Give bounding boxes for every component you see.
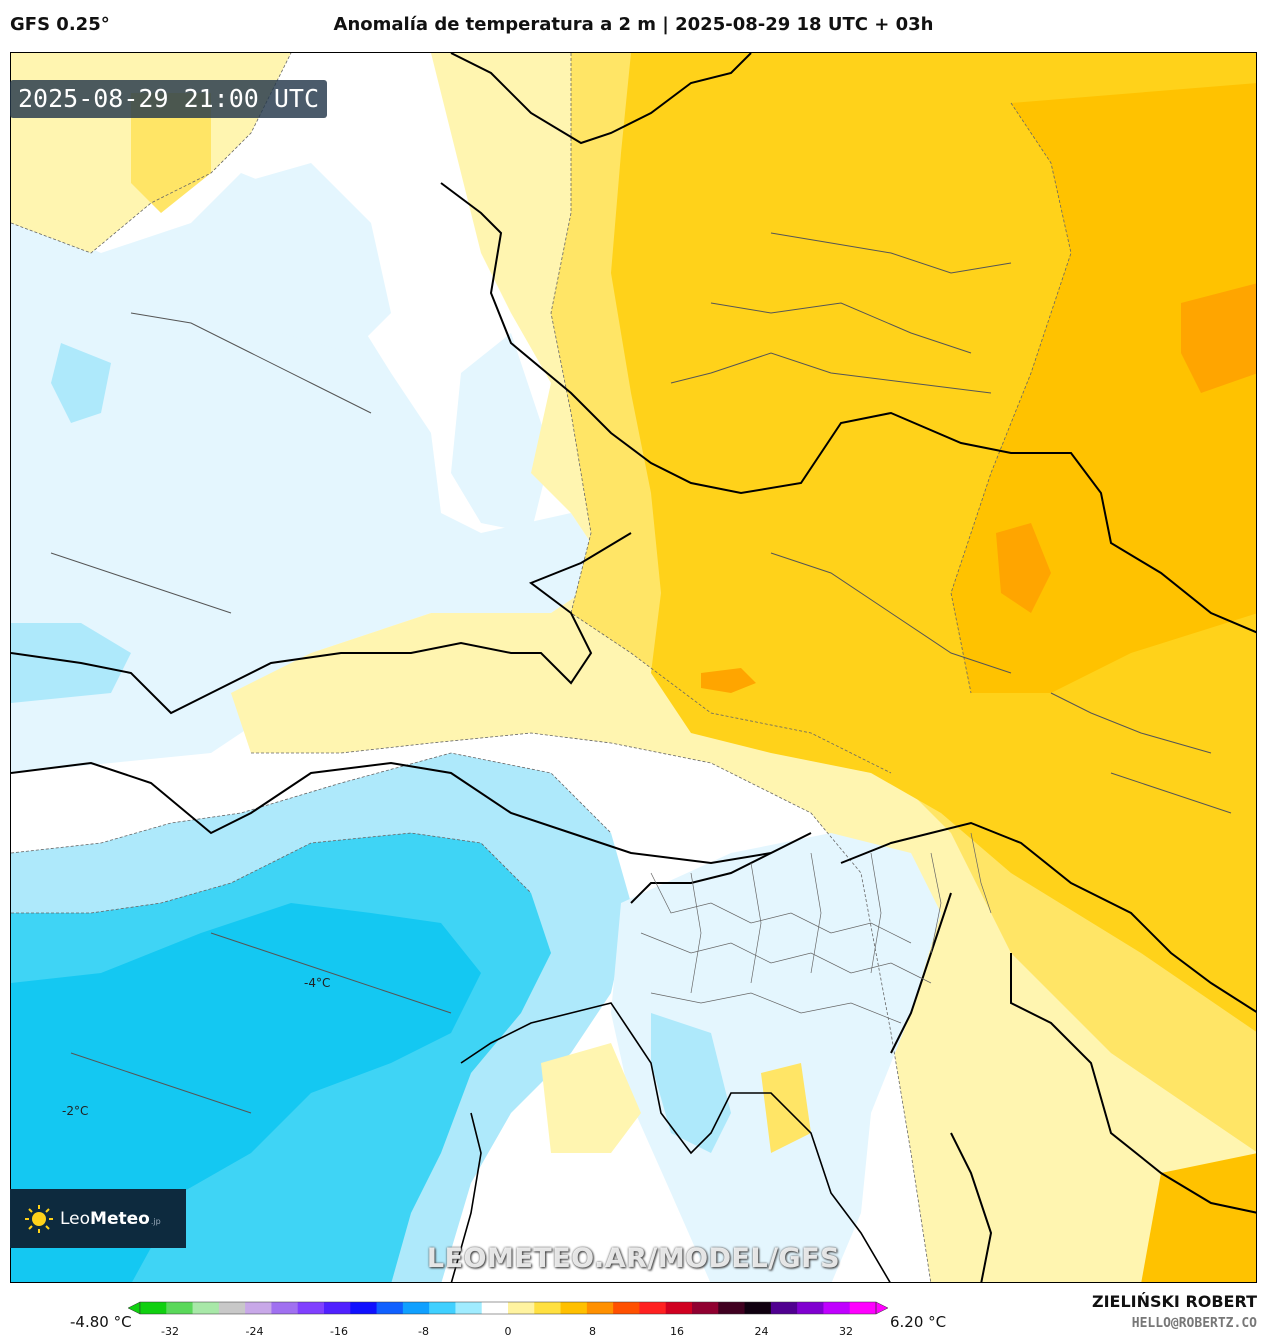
colorbar-cell (166, 1302, 194, 1314)
colorbar-tick-label: 32 (839, 1325, 853, 1338)
colorbar-max-label: 6.20 °C (890, 1313, 947, 1331)
anomaly-zone-pale-yellow-istria (541, 1043, 641, 1153)
anomaly-map (11, 53, 1256, 1282)
colorbar-cell (560, 1302, 588, 1314)
credit-email[interactable]: HELLO@ROBERTZ.CO (1131, 1316, 1257, 1331)
colorbar-cell (639, 1302, 667, 1314)
colorbar-cell (245, 1302, 272, 1314)
colorbar-cell (534, 1302, 562, 1314)
colorbar-tick-label: 24 (754, 1325, 769, 1338)
logo-brand-light: Leo (60, 1208, 91, 1229)
anomaly-zone-yellow-northwest (131, 93, 211, 213)
anomaly-zone-pale-blue-west (11, 173, 611, 773)
colorbar-cell (350, 1302, 378, 1314)
colorbar-cell (718, 1302, 746, 1314)
colorbar-arrow-right (875, 1301, 888, 1315)
colorbar-cell (613, 1302, 640, 1314)
anomaly-zone-pale-blue-lobe (451, 333, 551, 533)
anomaly-zone-orange-east (1181, 283, 1256, 393)
isoline-label-minus2: -2°C (62, 1104, 89, 1118)
anomaly-zone-deep-blue-south (11, 903, 481, 1282)
anomaly-zone-pale-blue-adriatic (611, 833, 941, 1282)
colorbar-cell (192, 1302, 220, 1314)
model-label: GFS 0.25° (10, 14, 110, 35)
colorbar-arrow-left (128, 1301, 141, 1315)
colorbar-cell (218, 1302, 246, 1314)
colorbar-cell (797, 1302, 824, 1314)
colorbar-tick-label: 16 (670, 1325, 684, 1338)
coastline (450, 1002, 891, 1282)
municipality-mesh (640, 832, 992, 1024)
colorbar-cell (324, 1302, 351, 1314)
colorbar (128, 1301, 888, 1315)
map-panel[interactable] (10, 52, 1257, 1283)
logo-brand-bold: Meteo (90, 1208, 150, 1229)
colorbar-cell (402, 1302, 430, 1314)
colorbar-cell (297, 1302, 325, 1314)
colorbar-cell (508, 1302, 535, 1314)
logo-wordmark: LeoMeteo.jp (60, 1209, 161, 1229)
site-watermark: LEOMETEO.AR/MODEL/GFS (426, 1243, 841, 1274)
anomaly-zone-light-blue-adriatic (651, 1013, 731, 1153)
colorbar-tick-label: -24 (245, 1325, 264, 1338)
anomaly-zone-light-blue-west (51, 343, 111, 423)
isoline-label-minus4: -4°C (304, 976, 331, 990)
anomaly-zone-light-blue-northwest (11, 623, 131, 703)
colorbar-tick-label: 0 (504, 1325, 512, 1338)
colorbar-tick-label: -32 (161, 1325, 179, 1338)
colorbar-cell (823, 1302, 851, 1314)
colorbar-cell (140, 1302, 167, 1314)
colorbar-tick-label: -8 (418, 1325, 429, 1338)
colorbar-cell (586, 1302, 614, 1314)
colorbar-cell (376, 1302, 404, 1314)
region-borders (50, 232, 1232, 1114)
colorbar-cell (849, 1302, 877, 1314)
colorbar-cell (692, 1302, 719, 1314)
colorbar-tick-label: -16 (330, 1325, 348, 1338)
country-borders (11, 53, 1256, 1282)
colorbar-min-label: -4.80 °C (70, 1313, 132, 1331)
colorbar-cell (481, 1302, 509, 1314)
colorbar-cell (744, 1302, 772, 1314)
chart-title: Anomalía de temperatura a 2 m | 2025-08-… (333, 14, 934, 35)
isolines (11, 53, 1072, 1282)
colorbar-cell (665, 1302, 693, 1314)
colorbar-cell (455, 1302, 483, 1314)
colorbar-cell (429, 1302, 456, 1314)
anomaly-zone-pale-blue-center (241, 163, 391, 353)
colorbar-outline (139, 1301, 877, 1315)
credit-name: ZIELIŃSKI ROBERT (1091, 1292, 1257, 1311)
colorbar-cell (770, 1302, 798, 1314)
valid-time-badge: 2025-08-29 21:00 UTC (10, 80, 328, 118)
anomaly-zone-amber-southeast (1141, 1153, 1256, 1282)
anomaly-zone-orange-center (996, 523, 1051, 613)
leometeo-logo[interactable]: LeoMeteo.jp (10, 1189, 186, 1248)
anomaly-zone-orange-small (701, 668, 756, 693)
logo-tld: .jp (150, 1216, 161, 1226)
sun-icon (25, 1204, 53, 1233)
colorbar-cell (271, 1302, 299, 1314)
colorbar-tick-label: 8 (589, 1325, 596, 1338)
